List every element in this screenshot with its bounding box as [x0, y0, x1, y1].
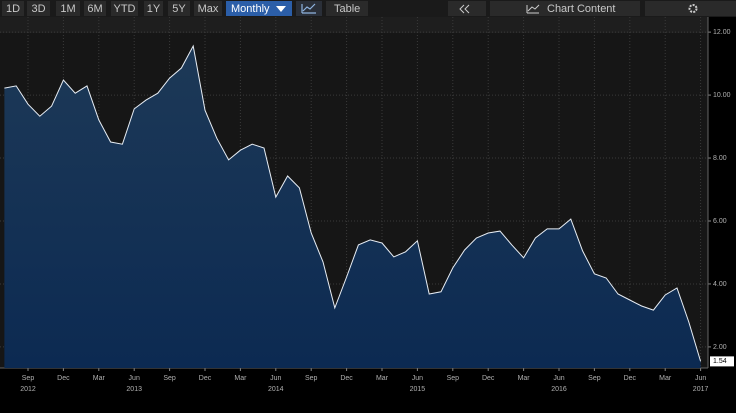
x-tick-label: Sep — [22, 375, 35, 382]
toolbar: Monthly Table Chart Content 1D 3D 1M 6M YTD 1… — [0, 0, 736, 17]
range-label[interactable]: YTD — [114, 3, 136, 15]
range-button[interactable] — [168, 1, 190, 16]
range-label[interactable]: 1D — [6, 3, 20, 15]
collapse-icon — [459, 4, 470, 14]
x-tick-label: Mar — [518, 375, 531, 382]
x-tick-label: Mar — [93, 375, 106, 382]
value-label: 1.54 — [713, 358, 727, 365]
frequency-label[interactable]: Monthly — [231, 3, 270, 15]
line — [4, 44, 702, 362]
y-tick-label: 4.00 — [713, 281, 727, 288]
range-button[interactable] — [56, 1, 80, 16]
x-tick-label: Sep — [305, 375, 318, 382]
dropdown-arrow[interactable] — [276, 6, 286, 12]
x-tick-label: Jun — [412, 375, 423, 382]
range-button[interactable] — [27, 1, 50, 16]
x-tick-label: Jun — [553, 375, 564, 382]
chart-content-icon — [526, 4, 540, 14]
x-tick-label: Sep — [163, 375, 176, 382]
table-label[interactable]: Table — [334, 3, 360, 15]
x-tick-label: Jun — [270, 375, 281, 382]
range-button[interactable] — [84, 1, 106, 16]
x-tick-label: Mar — [376, 375, 389, 382]
range-button[interactable] — [2, 1, 24, 16]
range-label[interactable]: 1Y — [147, 3, 161, 15]
x-tick-label: Dec — [57, 375, 70, 382]
y-tick-label: 8.00 — [713, 155, 727, 162]
range-label[interactable]: Max — [198, 3, 219, 15]
x-tick-label: Dec — [199, 375, 212, 382]
x-tick-label: Dec — [482, 375, 495, 382]
collapse-button[interactable] — [448, 1, 486, 16]
area-fill — [4, 46, 701, 368]
range-button[interactable] — [111, 1, 138, 16]
y-tick-label: 6.00 — [713, 218, 727, 225]
x-year-label: 2016 — [551, 386, 567, 393]
range-button[interactable] — [144, 1, 163, 16]
x-tick-label: Mar — [659, 375, 672, 382]
settings-icon — [688, 4, 698, 13]
y-tick-label: 2.00 — [713, 344, 727, 351]
y-tick-label: 12.00 — [713, 29, 731, 36]
x-tick-label: Jun — [695, 375, 706, 382]
value-label-box — [710, 356, 734, 367]
x-year-label: 2013 — [126, 386, 142, 393]
range-label[interactable]: 1M — [60, 3, 75, 15]
x-tick-label: Dec — [624, 375, 637, 382]
range-label[interactable]: 6M — [87, 3, 102, 15]
x-tick-label: Jun — [129, 375, 140, 382]
range-label[interactable]: 5Y — [172, 3, 186, 15]
frequency-button[interactable] — [226, 1, 292, 16]
x-year-label: 2012 — [20, 386, 36, 393]
x-tick-label: Dec — [340, 375, 353, 382]
chart-icon — [301, 3, 316, 14]
range-label[interactable]: 3D — [31, 3, 45, 15]
x-year-label: 2014 — [268, 386, 284, 393]
x-year-label: 2017 — [693, 386, 709, 393]
chart-content-label[interactable]: Chart Content — [547, 3, 615, 15]
table-button[interactable] — [326, 1, 368, 16]
x-tick-label: Sep — [447, 375, 460, 382]
plot-band — [0, 17, 708, 33]
range-button[interactable] — [194, 1, 222, 16]
x-tick-label: Mar — [234, 375, 247, 382]
y-tick-label: 10.00 — [713, 92, 731, 99]
x-year-label: 2015 — [410, 386, 426, 393]
x-tick-label: Sep — [588, 375, 601, 382]
